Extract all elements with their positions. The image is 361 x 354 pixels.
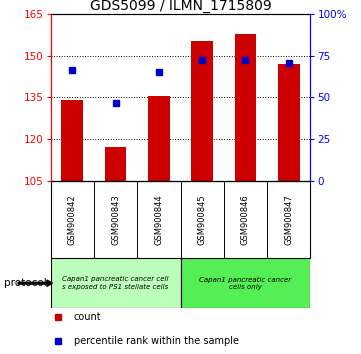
Text: GSM900844: GSM900844: [155, 194, 163, 245]
Bar: [235, 34, 256, 181]
Text: protocol: protocol: [4, 278, 46, 288]
Text: GSM900847: GSM900847: [284, 194, 293, 245]
Text: GSM900843: GSM900843: [111, 194, 120, 245]
Text: percentile rank within the sample: percentile rank within the sample: [74, 336, 239, 346]
Title: GDS5099 / ILMN_1715809: GDS5099 / ILMN_1715809: [90, 0, 271, 13]
Text: GSM900842: GSM900842: [68, 194, 77, 245]
Bar: [148, 96, 170, 181]
Bar: [278, 64, 300, 181]
Text: count: count: [74, 312, 101, 322]
Bar: [61, 100, 83, 181]
Bar: [191, 40, 213, 181]
Text: Capan1 pancreatic cancer cell
s exposed to PS1 stellate cells: Capan1 pancreatic cancer cell s exposed …: [62, 276, 169, 290]
Bar: [51, 258, 180, 308]
Text: GSM900846: GSM900846: [241, 194, 250, 245]
Bar: [180, 258, 310, 308]
Text: GSM900845: GSM900845: [198, 194, 206, 245]
Bar: [105, 147, 126, 181]
Text: Capan1 pancreatic cancer
cells only: Capan1 pancreatic cancer cells only: [199, 276, 292, 290]
